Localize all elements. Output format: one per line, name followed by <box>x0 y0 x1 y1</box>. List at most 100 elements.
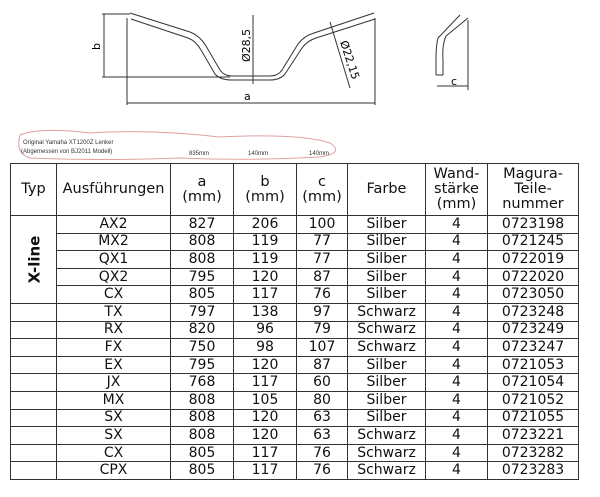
typ-cell <box>10 373 57 392</box>
header-c: c (mm) <box>296 163 348 216</box>
note-outline <box>18 129 337 160</box>
typ-cell <box>10 355 57 375</box>
typ-cell <box>10 408 57 428</box>
c-value-cell: 76 <box>296 461 348 480</box>
diameter-28-5: Ø28,5 <box>240 29 253 62</box>
farbe-cell: Silber <box>347 232 426 252</box>
wandstaerke-cell: 4 <box>425 250 488 269</box>
table-row: SX 808 120 63 Silber 4 0721055 <box>10 408 579 428</box>
dimension-b: b <box>90 43 103 50</box>
c-value-cell: 87 <box>296 267 348 287</box>
teilenummer-cell: 0722020 <box>487 267 579 287</box>
ausfuehrung-cell: MX2 <box>56 232 171 252</box>
a-value-cell: 808 <box>170 390 234 410</box>
table-row: QX1 808 119 77 Silber 4 0722019 <box>11 250 579 269</box>
a-value-cell: 808 <box>170 250 234 269</box>
wandstaerke-cell: 4 <box>425 302 488 322</box>
table-row: MX 808 105 80 Silber 4 0721052 <box>10 390 579 410</box>
ausfuehrung-cell: CX <box>56 443 171 463</box>
header-row: Typ Ausführungen a (mm) b (mm) c (mm) Farbe… <box>10 163 579 216</box>
group-x-line: X-line <box>10 215 57 304</box>
handlebar-front-view <box>129 12 376 81</box>
teilenummer-cell: 0723249 <box>487 320 579 340</box>
table-row: EX 795 120 87 Silber 4 0721053 <box>10 355 579 375</box>
b-value-cell: 105 <box>233 390 297 410</box>
handlebar-side-view <box>435 14 469 76</box>
note-line1: Original Yamaha XT1200Z Lenker <box>23 140 114 146</box>
ausfuehrung-cell: RX <box>56 320 171 340</box>
b-value-cell: 119 <box>233 250 297 269</box>
table-row: FX 750 98 107 Schwarz 4 0723247 <box>10 338 579 357</box>
farbe-cell: Schwarz <box>347 426 426 445</box>
header-typ: Typ <box>10 163 57 216</box>
ausfuehrung-cell: CX <box>56 285 171 304</box>
teilenummer-cell: 0723221 <box>487 426 579 445</box>
handlebar-table: Typ Ausführungen a (mm) b (mm) c (mm) Farbe… <box>10 163 579 480</box>
teilenummer-cell: 0723247 <box>487 338 579 357</box>
ausfuehrung-cell: CPX <box>56 461 171 480</box>
typ-cell <box>10 338 57 357</box>
header-a: a (mm) <box>170 163 234 216</box>
ausfuehrung-cell: MX <box>56 390 171 410</box>
table-row: CPX 805 117 76 Schwarz 4 0723283 <box>10 461 579 480</box>
ausfuehrung-cell: AX2 <box>56 215 171 234</box>
c-value-cell: 100 <box>296 215 348 234</box>
farbe-cell: Schwarz <box>347 320 426 340</box>
ausfuehrung-cell: QX1 <box>56 250 171 269</box>
a-value-cell: 795 <box>170 355 234 375</box>
c-value-cell: 63 <box>296 426 348 445</box>
b-value-cell: 119 <box>233 232 297 252</box>
b-value-cell: 120 <box>233 267 297 287</box>
b-value-cell: 117 <box>233 443 297 463</box>
typ-cell <box>10 426 57 445</box>
header-magura-nummer: Magura- Teile-nummer <box>487 163 579 216</box>
ausfuehrung-cell: FX <box>56 338 171 357</box>
c-value-cell: 76 <box>296 285 348 304</box>
ausfuehrung-cell: EX <box>56 355 171 375</box>
farbe-cell: Schwarz <box>347 461 426 480</box>
c-value-cell: 97 <box>296 302 348 322</box>
table-row: CX 805 117 76 Schwarz 4 0723282 <box>10 443 579 463</box>
wandstaerke-cell: 4 <box>425 443 488 463</box>
c-value-cell: 87 <box>296 355 348 375</box>
wandstaerke-cell: 4 <box>425 408 488 428</box>
header-farbe: Farbe <box>347 163 426 216</box>
b-value-cell: 117 <box>233 373 297 392</box>
b-value-cell: 98 <box>233 338 297 357</box>
a-value-cell: 805 <box>170 443 234 463</box>
a-value-cell: 750 <box>170 338 234 357</box>
wandstaerke-cell: 4 <box>425 285 488 304</box>
wandstaerke-cell: 4 <box>425 267 488 287</box>
farbe-cell: Silber <box>347 267 426 287</box>
farbe-cell: Silber <box>347 355 426 375</box>
table-row: JX 768 117 60 Silber 4 0721054 <box>10 373 579 392</box>
group-label: X-line <box>25 235 44 284</box>
wandstaerke-cell: 4 <box>425 232 488 252</box>
b-value-cell: 138 <box>233 302 297 322</box>
dimension-a: a <box>244 90 251 103</box>
table-row: MX2 808 119 77 Silber 4 0721245 <box>11 232 579 252</box>
a-value-cell: 808 <box>170 232 234 252</box>
wandstaerke-cell: 4 <box>425 373 488 392</box>
farbe-cell: Silber <box>347 215 426 234</box>
diameter-22-15: Ø22,15 <box>337 39 362 81</box>
c-value-cell: 77 <box>296 232 348 252</box>
b-value-cell: 120 <box>233 408 297 428</box>
a-value-cell: 795 <box>170 267 234 287</box>
teilenummer-cell: 0721055 <box>487 408 579 428</box>
wandstaerke-cell: 4 <box>425 355 488 375</box>
wandstaerke-cell: 4 <box>425 338 488 357</box>
c-value-cell: 77 <box>296 250 348 269</box>
ausfuehrung-cell: TX <box>56 302 171 322</box>
b-value-cell: 96 <box>233 320 297 340</box>
a-value-cell: 820 <box>170 320 234 340</box>
b-value-cell: 120 <box>233 355 297 375</box>
table-row: TX 797 138 97 Schwarz 4 0723248 <box>10 302 579 322</box>
teilenummer-cell: 0723198 <box>487 215 579 234</box>
ausfuehrung-cell: SX <box>56 426 171 445</box>
typ-cell <box>10 461 57 480</box>
b-value-cell: 206 <box>233 215 297 234</box>
teilenummer-cell: 0722019 <box>487 250 579 269</box>
a-value-cell: 808 <box>170 408 234 428</box>
teilenummer-cell: 0721053 <box>487 355 579 375</box>
